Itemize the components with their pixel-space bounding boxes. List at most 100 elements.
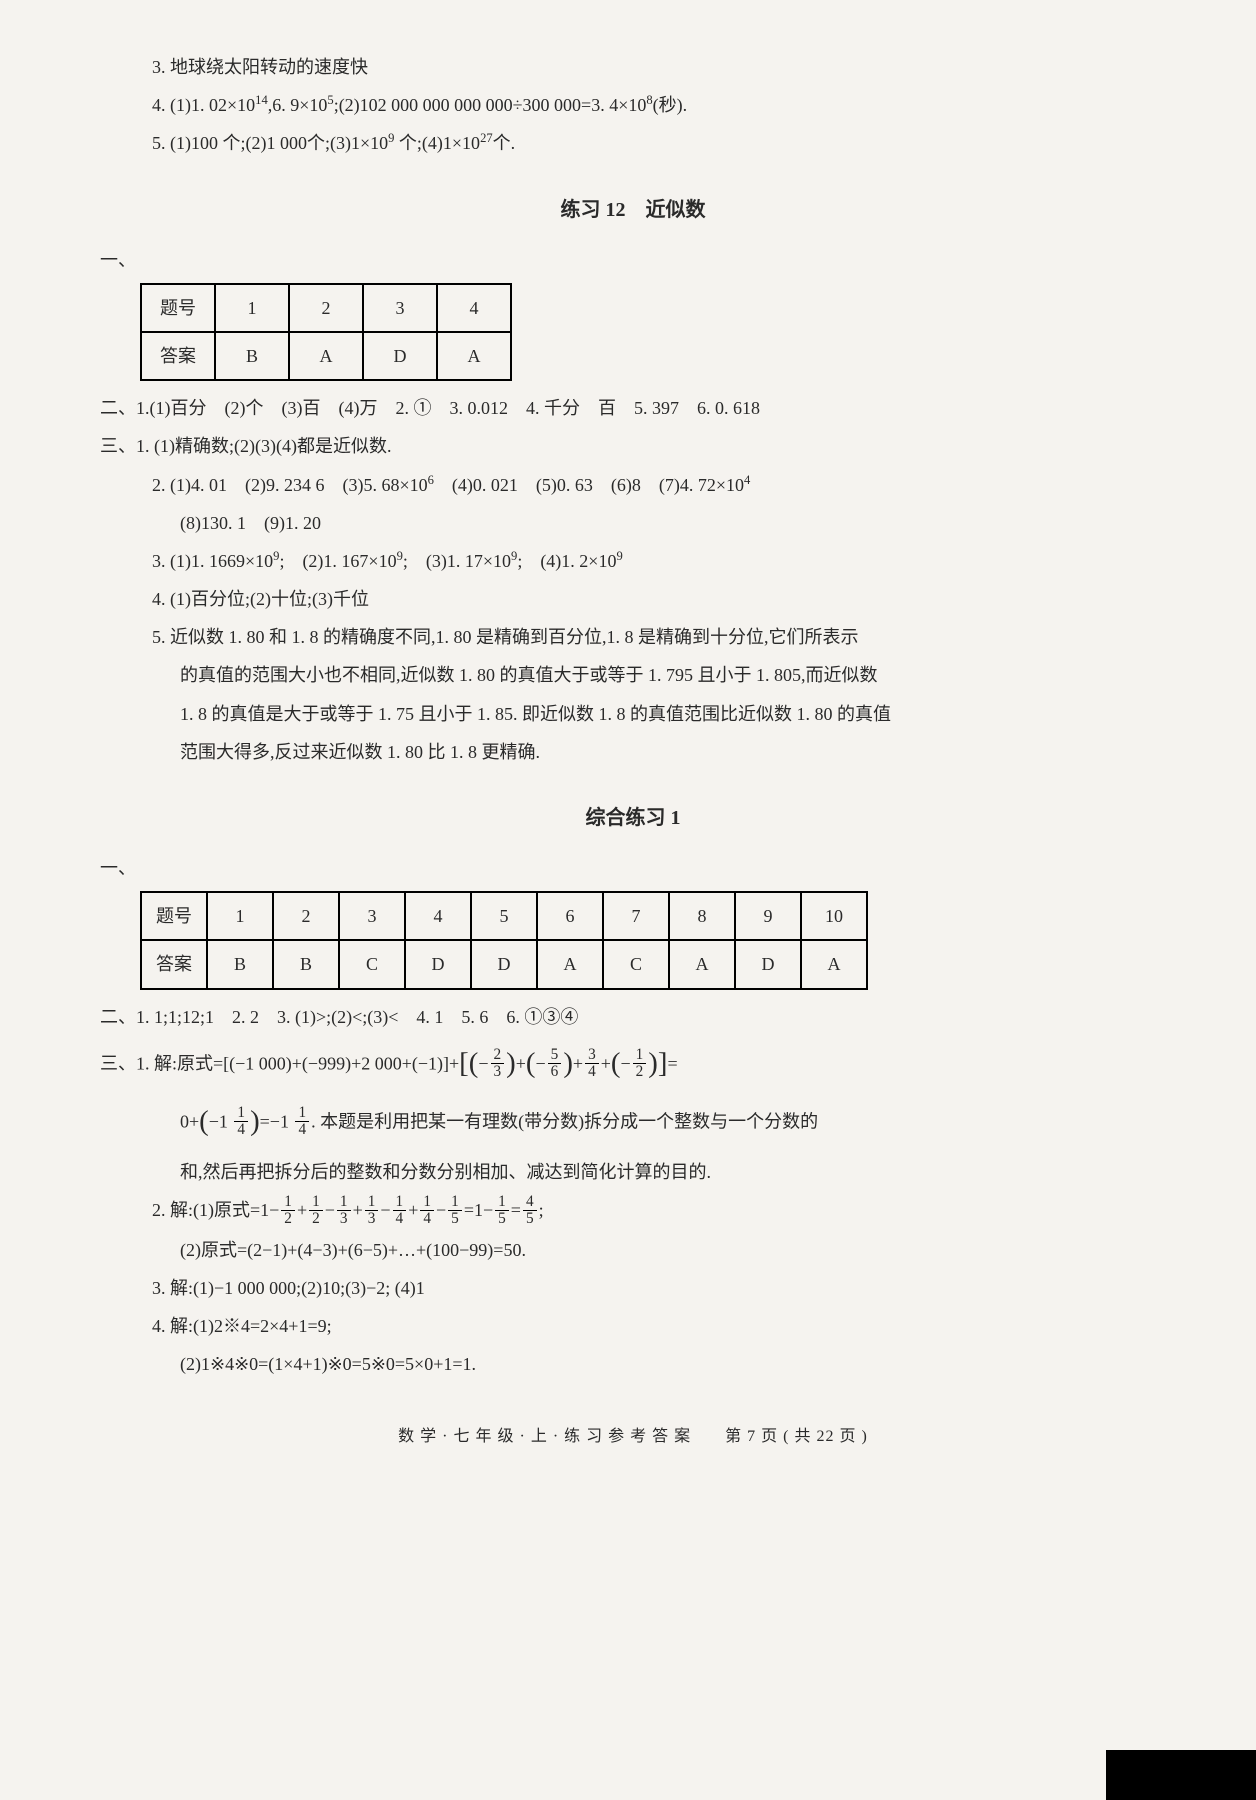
th: 5 [471, 892, 537, 940]
txt: 4. (1)1. 02×10 [152, 95, 255, 115]
page-footer: 数 学 · 七 年 级 · 上 · 练 习 参 考 答 案 第 7 页 ( 共 … [100, 1422, 1166, 1452]
td: B [215, 332, 289, 380]
answer-line: 3. 解:(1)−1 000 000;(2)10;(3)−2; (4)1 [100, 1271, 1166, 1305]
txt: 5. (1)100 个;(2)1 000个;(3)1×10 [152, 133, 388, 153]
answer-line: 2. 解:(1)原式=1−12+12−13+13−14+14−15=1−15=4… [100, 1193, 1166, 1228]
answer-line: (2)1※4※0=(1×4+1)※0=5※0=5×0+1=1. [100, 1347, 1166, 1381]
answer-line: 4. (1)1. 02×1014,6. 9×105;(2)102 000 000… [100, 88, 1166, 122]
bracket-icon: ] [658, 1047, 668, 1079]
td: A [801, 940, 867, 988]
td: C [603, 940, 669, 988]
fraction: 12 [309, 1194, 323, 1227]
answer-line: 5. 近似数 1. 80 和 1. 8 的精确度不同,1. 80 是精确到百分位… [100, 620, 1166, 654]
th: 3 [339, 892, 405, 940]
bracket-icon: [ [459, 1047, 469, 1079]
th: 9 [735, 892, 801, 940]
answer-table: 题号 1 2 3 4 答案 B A D A [140, 283, 512, 381]
answer-line: 4. 解:(1)2※4=2×4+1=9; [100, 1309, 1166, 1343]
answer-line: 和,然后再把拆分后的整数和分数分别相加、减达到简化计算的目的. [100, 1155, 1166, 1189]
section-title: 练习 12 近似数 [100, 191, 1166, 229]
paren-icon: ) [250, 1105, 260, 1137]
td: D [471, 940, 537, 988]
answer-table: 题号 1 2 3 4 5 6 7 8 9 10 答案 B B C D D A C… [140, 891, 868, 989]
txt: (4)0. 021 (5)0. 63 (6)8 (7)4. 72×10 [434, 475, 744, 495]
txt: + [601, 1053, 611, 1073]
answer-line: 1. 8 的真值是大于或等于 1. 75 且小于 1. 85. 即近似数 1. … [100, 697, 1166, 731]
fraction: 12 [281, 1194, 295, 1227]
txt: + [297, 1200, 307, 1220]
txt: ,6. 9×10 [268, 95, 328, 115]
paren-icon: ( [199, 1105, 209, 1137]
fraction: 13 [337, 1194, 351, 1227]
section-title: 综合练习 1 [100, 799, 1166, 837]
txt: ; (3)1. 17×10 [403, 551, 511, 571]
th: 题号 [141, 892, 207, 940]
fraction: 34 [585, 1047, 599, 1080]
txt: −1 [209, 1112, 228, 1132]
txt: 2. (1)4. 01 (2)9. 234 6 (3)5. 68×10 [152, 475, 428, 495]
txt: (秒). [653, 95, 688, 115]
th: 题号 [141, 284, 215, 332]
txt: 0+ [180, 1112, 199, 1132]
th: 8 [669, 892, 735, 940]
fraction: 14 [295, 1105, 309, 1138]
th: 7 [603, 892, 669, 940]
section-marker: 一、 [100, 243, 1166, 277]
fraction: 23 [491, 1047, 505, 1080]
exp: 9 [616, 549, 622, 563]
th: 6 [537, 892, 603, 940]
answer-line: (2)原式=(2−1)+(4−3)+(6−5)+…+(100−99)=50. [100, 1233, 1166, 1267]
td: D [363, 332, 437, 380]
td: A [289, 332, 363, 380]
th: 1 [207, 892, 273, 940]
answer-line: 二、1.(1)百分 (2)个 (3)百 (4)万 2. ① 3. 0.012 4… [100, 391, 1166, 425]
answer-line: 二、1. 1;1;12;1 2. 2 3. (1)>;(2)<;(3)< 4. … [100, 1000, 1166, 1034]
fraction: 14 [393, 1194, 407, 1227]
fraction: 15 [495, 1194, 509, 1227]
td: A [669, 940, 735, 988]
td: B [273, 940, 339, 988]
answer-line: 0+(−1 14)=−1 14. 本题是利用把某一有理数(带分数)拆分成一个整数… [100, 1096, 1166, 1151]
paren-icon: ) [648, 1047, 658, 1079]
fraction: 15 [448, 1194, 462, 1227]
txt: . 本题是利用把某一有理数(带分数)拆分成一个整数与一个分数的 [311, 1112, 818, 1132]
td: A [437, 332, 511, 380]
exp: 4 [744, 473, 750, 487]
txt: = [511, 1200, 521, 1220]
txt: ;(2)102 000 000 000 000÷300 000=3. 4×10 [334, 95, 647, 115]
th: 10 [801, 892, 867, 940]
txt: ; [539, 1200, 544, 1220]
txt: 个. [493, 133, 516, 153]
txt: + [516, 1053, 526, 1073]
corner-mark-icon [1106, 1750, 1256, 1800]
txt: 三、1. 解:原式=[(−1 000)+(−999)+2 000+(−1)]+ [100, 1053, 459, 1073]
th: 3 [363, 284, 437, 332]
section-marker: 一、 [100, 851, 1166, 885]
answer-line: 3. (1)1. 1669×109; (2)1. 167×109; (3)1. … [100, 544, 1166, 578]
th: 答案 [141, 940, 207, 988]
paren-icon: ) [506, 1047, 516, 1079]
answer-line: 三、1. (1)精确数;(2)(3)(4)都是近似数. [100, 429, 1166, 463]
th: 4 [437, 284, 511, 332]
txt: 个;(4)1×10 [394, 133, 480, 153]
fraction: 14 [234, 1105, 248, 1138]
answer-line: 2. (1)4. 01 (2)9. 234 6 (3)5. 68×106 (4)… [100, 468, 1166, 502]
td: C [339, 940, 405, 988]
td: A [537, 940, 603, 988]
th: 4 [405, 892, 471, 940]
answer-line: 三、1. 解:原式=[(−1 000)+(−999)+2 000+(−1)]+[… [100, 1038, 1166, 1093]
th: 2 [289, 284, 363, 332]
paren-icon: ( [611, 1047, 621, 1079]
txt: =−1 [260, 1112, 289, 1132]
answer-line: 范围大得多,反过来近似数 1. 80 比 1. 8 更精确. [100, 735, 1166, 769]
td: B [207, 940, 273, 988]
paren-icon: ( [526, 1047, 536, 1079]
paren-icon: ( [469, 1047, 479, 1079]
th: 答案 [141, 332, 215, 380]
txt: − [536, 1053, 546, 1073]
txt: =1− [464, 1200, 493, 1220]
td: D [735, 940, 801, 988]
txt: + [573, 1053, 583, 1073]
th: 1 [215, 284, 289, 332]
fraction: 45 [523, 1194, 537, 1227]
